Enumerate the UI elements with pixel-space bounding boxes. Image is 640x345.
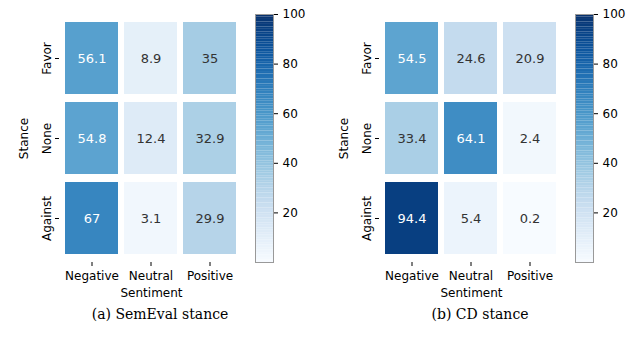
svg-text:20: 20 [283,206,298,220]
svg-text:32.9: 32.9 [196,131,225,146]
svg-text:Against: Against [360,196,374,241]
svg-text:40: 40 [283,156,298,170]
svg-text:80: 80 [603,57,618,71]
svg-text:80: 80 [283,57,298,71]
svg-text:Neutral: Neutral [449,269,493,283]
svg-text:Sentiment: Sentiment [440,286,502,300]
svg-text:8.9: 8.9 [141,51,162,66]
svg-text:40: 40 [603,156,618,170]
svg-text:Positive: Positive [187,269,233,283]
svg-text:None: None [360,123,374,154]
svg-text:20: 20 [603,206,618,220]
svg-text:Neutral: Neutral [129,269,173,283]
svg-text:24.6: 24.6 [457,51,486,66]
svg-text:67: 67 [84,211,101,226]
svg-text:3.1: 3.1 [141,211,162,226]
svg-text:64.1: 64.1 [457,131,486,146]
svg-text:None: None [40,123,54,154]
svg-text:5.4: 5.4 [461,211,482,226]
svg-text:12.4: 12.4 [137,131,166,146]
svg-text:Stance: Stance [337,118,351,159]
svg-text:56.1: 56.1 [78,51,107,66]
html-text:(b) CD stance: (b) CD stance [431,306,529,322]
svg-text:Positive: Positive [507,269,553,283]
svg-text:Against: Against [40,196,54,241]
svg-text:100: 100 [283,7,306,21]
svg-text:94.4: 94.4 [398,211,427,226]
svg-text:Stance: Stance [17,118,31,159]
svg-text:Favor: Favor [40,42,54,75]
svg-text:60: 60 [283,107,298,121]
svg-text:29.9: 29.9 [196,211,225,226]
svg-text:33.4: 33.4 [398,131,427,146]
svg-text:54.5: 54.5 [398,51,427,66]
html-text:(a) SemEval stance: (a) SemEval stance [91,306,229,322]
svg-text:60: 60 [603,107,618,121]
svg-text:Negative: Negative [385,269,439,283]
svg-text:2.4: 2.4 [520,131,541,146]
svg-text:Sentiment: Sentiment [120,286,182,300]
svg-text:Negative: Negative [65,269,119,283]
svg-text:100: 100 [603,7,626,21]
svg-text:0.2: 0.2 [520,211,541,226]
svg-text:Favor: Favor [360,42,374,75]
svg-text:20.9: 20.9 [516,51,545,66]
svg-text:54.8: 54.8 [78,131,107,146]
svg-text:35: 35 [202,51,219,66]
